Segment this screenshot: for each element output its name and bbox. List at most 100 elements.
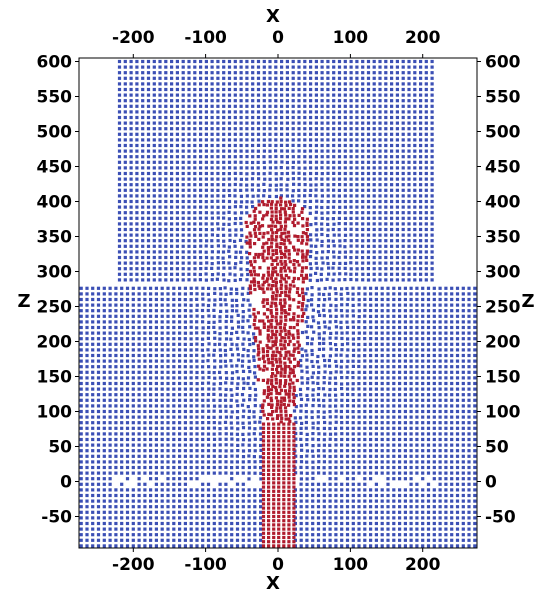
red-particle (282, 535, 286, 540)
blue-particle (407, 59, 411, 64)
blue-particle (332, 121, 336, 125)
blue-particle (473, 482, 477, 486)
blue-particle (236, 358, 241, 362)
blue-particle (216, 160, 220, 164)
blue-particle (332, 244, 336, 248)
blue-particle (143, 314, 147, 318)
blue-particle (384, 233, 388, 237)
blue-particle (285, 171, 289, 176)
blue-particle (372, 227, 376, 232)
blue-particle (253, 471, 257, 475)
blue-particle (160, 521, 164, 526)
blue-particle (160, 376, 164, 380)
blue-particle (424, 132, 428, 136)
blue-particle (328, 309, 332, 313)
blue-particle (183, 538, 187, 542)
blue-particle (403, 443, 407, 447)
blue-particle (129, 71, 133, 75)
blue-particle (189, 309, 193, 313)
blue-particle (256, 194, 260, 198)
blue-particle (187, 110, 191, 114)
blue-particle (328, 426, 332, 431)
blue-particle (224, 381, 228, 385)
blue-particle (114, 409, 118, 414)
blue-particle (317, 326, 321, 330)
blue-particle (403, 409, 407, 414)
blue-particle (309, 82, 313, 86)
blue-particle (241, 527, 245, 531)
blue-particle (259, 510, 263, 514)
blue-particle (96, 359, 101, 363)
blue-particle (320, 110, 324, 114)
blue-particle (227, 104, 232, 108)
blue-particle (129, 205, 133, 209)
blue-particle (154, 477, 158, 481)
blue-particle (337, 222, 341, 226)
blue-particle (227, 199, 232, 204)
blue-particle (297, 177, 301, 181)
blue-particle (218, 337, 222, 341)
blue-particle (386, 320, 390, 324)
blue-particle (334, 527, 338, 531)
blue-particle (256, 143, 261, 147)
blue-particle (131, 387, 135, 391)
blue-particle (181, 194, 185, 198)
blue-particle (332, 143, 336, 148)
blue-particle (430, 261, 434, 265)
blue-particle (303, 71, 307, 75)
blue-particle (450, 516, 454, 520)
blue-particle (432, 499, 436, 503)
blue-particle (114, 527, 118, 531)
blue-particle (117, 115, 122, 120)
blue-particle (340, 437, 344, 442)
blue-particle (172, 415, 176, 419)
blue-particle (158, 205, 162, 209)
blue-particle (432, 533, 436, 537)
blue-particle (200, 308, 205, 313)
blue-particle (363, 477, 367, 481)
blue-particle (205, 261, 209, 265)
blue-particle (424, 250, 428, 254)
blue-particle (120, 516, 124, 520)
blue-particle (337, 87, 342, 92)
blue-particle (298, 416, 303, 420)
blue-particle (305, 471, 309, 475)
blue-particle (154, 460, 158, 464)
blue-particle (424, 71, 428, 75)
blue-particle (170, 194, 174, 198)
blue-particle (444, 432, 448, 436)
blue-particle (403, 331, 407, 335)
blue-particle (154, 359, 158, 363)
blue-particle (108, 471, 112, 475)
blue-particle (432, 544, 436, 548)
blue-particle (332, 87, 336, 92)
blue-particle (363, 342, 367, 346)
blue-particle (316, 544, 321, 548)
blue-particle (369, 297, 373, 301)
blue-particle (123, 166, 127, 170)
blue-particle (175, 99, 179, 103)
blue-particle (461, 320, 465, 324)
blue-particle (369, 387, 373, 391)
blue-particle (444, 415, 448, 419)
blue-particle (323, 420, 327, 425)
blue-particle (392, 398, 396, 402)
blue-particle (409, 482, 413, 486)
blue-particle (390, 177, 394, 181)
blue-particle (181, 244, 185, 248)
blue-particle (172, 527, 176, 531)
blue-particle (349, 233, 353, 237)
blue-particle (398, 533, 402, 537)
blue-particle (444, 426, 448, 430)
blue-particle (268, 93, 272, 97)
blue-particle (108, 398, 112, 402)
blue-particle (366, 132, 371, 136)
blue-particle (398, 443, 402, 447)
blue-particle (154, 527, 158, 531)
blue-particle (183, 415, 187, 419)
blue-particle (96, 544, 101, 548)
blue-particle (114, 426, 118, 430)
blue-particle (199, 99, 203, 103)
blue-particle (360, 267, 365, 271)
blue-particle (166, 331, 170, 335)
